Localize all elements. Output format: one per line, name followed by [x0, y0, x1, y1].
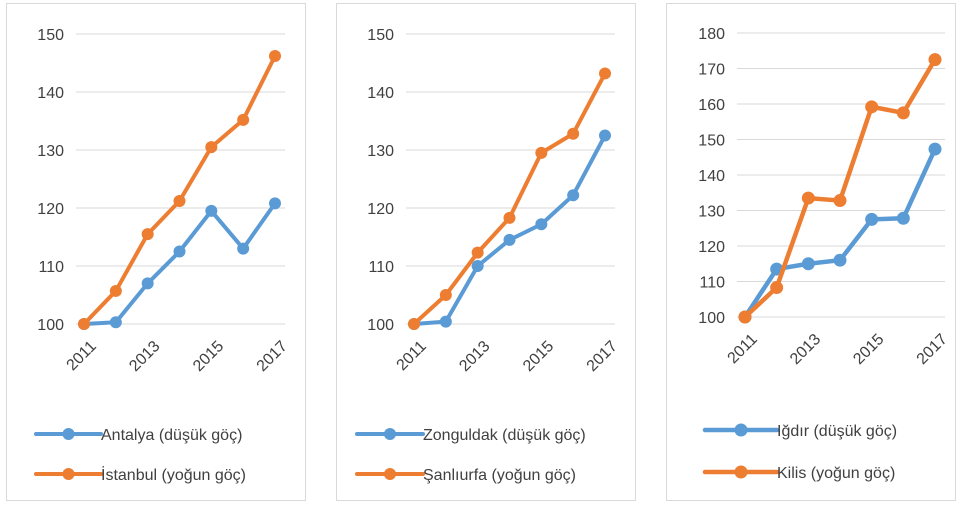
y-tick-label: 120: [367, 201, 394, 218]
legend-label: Antalya (düşük göç): [101, 427, 242, 444]
data-point: [141, 277, 154, 290]
line-chart: 100 110 120 130 140 150 2011 2013 2015 2017 Antaly…: [34, 27, 291, 484]
data-point: [408, 318, 420, 330]
data-point: [535, 218, 548, 231]
line-chart: 100 110 120 130 140 150 160 170 180 2011 2013 2015 2…: [698, 26, 951, 482]
x-tick-label: 2015: [520, 338, 557, 375]
legend-marker: [734, 423, 748, 437]
chart-panel-zonguldak-sanliurfa: 100 110 120 130 140 150 2011 2013 2015 2017 Zongul…: [336, 3, 636, 501]
y-tick-label: 140: [37, 85, 64, 102]
data-point: [471, 246, 484, 259]
x-tick-label: 2013: [456, 338, 493, 375]
data-point: [928, 53, 942, 67]
data-point: [173, 245, 186, 258]
y-tick-label: 150: [37, 27, 64, 44]
data-point: [237, 242, 250, 255]
data-point: [205, 204, 218, 217]
chart-panel-antalya-istanbul: 100 110 120 130 140 150 2011 2013 2015 2017 Antaly…: [6, 3, 306, 501]
y-tick-label: 150: [367, 27, 394, 44]
data-point: [738, 310, 752, 324]
y-tick-label: 140: [367, 85, 394, 102]
y-tick-label: 110: [368, 259, 394, 276]
legend-label: Zonguldak (düşük göç): [423, 427, 586, 444]
data-point: [599, 129, 611, 142]
y-tick-label: 100: [367, 317, 394, 334]
data-point: [896, 106, 910, 120]
x-tick-label: 2015: [850, 331, 887, 368]
series-line: [82, 54, 277, 326]
data-point: [801, 191, 815, 205]
data-point: [567, 189, 580, 202]
x-tick-label: 2011: [394, 338, 430, 374]
y-tick-label: 120: [698, 239, 725, 256]
data-point: [567, 127, 580, 140]
data-point: [237, 113, 250, 126]
data-point: [865, 212, 879, 226]
legend-label: Iğdır (düşük göç): [777, 423, 897, 440]
legend-marker: [62, 468, 75, 480]
data-point: [896, 211, 910, 225]
legend-label: Şanlıurfa (yoğun göç): [423, 467, 576, 484]
data-point: [269, 197, 281, 210]
data-point: [928, 142, 942, 156]
data-point: [269, 50, 281, 63]
data-point: [205, 141, 218, 154]
y-tick-label: 100: [698, 310, 725, 327]
y-tick-label: 160: [698, 97, 725, 114]
y-tick-label: 130: [367, 143, 394, 160]
x-tick-label: 2015: [190, 338, 227, 375]
legend-marker: [734, 465, 748, 479]
y-tick-label: 100: [37, 317, 64, 334]
data-point: [471, 260, 484, 272]
data-point: [865, 100, 879, 114]
y-tick-label: 140: [698, 168, 725, 185]
y-tick-label: 150: [698, 133, 725, 150]
y-tick-label: 110: [699, 275, 725, 292]
data-point: [503, 233, 516, 246]
data-point: [535, 146, 548, 159]
legend-label: Kilis (yoğun göç): [777, 465, 895, 482]
y-tick-label: 180: [698, 26, 725, 43]
x-tick-label: 2017: [584, 338, 621, 375]
legend-marker: [384, 428, 396, 440]
data-point: [599, 67, 611, 80]
y-tick-label: 130: [698, 204, 725, 221]
y-tick-label: 120: [37, 201, 64, 218]
data-point: [801, 257, 815, 271]
y-tick-label: 170: [698, 62, 725, 79]
data-point: [141, 228, 154, 241]
line-chart: 100 110 120 130 140 150 2011 2013 2015 2017 Zongul…: [355, 27, 621, 484]
data-point: [109, 316, 122, 329]
x-tick-label: 2013: [787, 331, 824, 368]
data-point: [833, 253, 847, 267]
legend-marker: [384, 468, 396, 480]
y-tick-label: 110: [38, 259, 64, 276]
data-point: [173, 195, 186, 208]
x-tick-label: 2017: [254, 338, 291, 375]
data-point: [439, 289, 452, 301]
data-point: [770, 281, 784, 295]
x-tick-label: 2011: [64, 338, 100, 374]
data-point: [109, 284, 122, 297]
series-line: [742, 57, 938, 320]
chart-panel-igdir-kilis: 100 110 120 130 140 150 160 170 180 2011 2013 2015 2…: [666, 3, 956, 501]
data-point: [833, 194, 847, 208]
data-point: [503, 211, 516, 224]
legend-marker: [62, 428, 75, 440]
series-line: [82, 201, 277, 326]
x-tick-label: 2013: [126, 338, 163, 375]
x-tick-label: 2017: [914, 331, 951, 368]
legend-label: İstanbul (yoğun göç): [101, 465, 246, 484]
y-tick-label: 130: [37, 143, 64, 160]
data-point: [439, 315, 452, 328]
x-tick-label: 2011: [725, 331, 761, 367]
data-point: [78, 318, 90, 330]
